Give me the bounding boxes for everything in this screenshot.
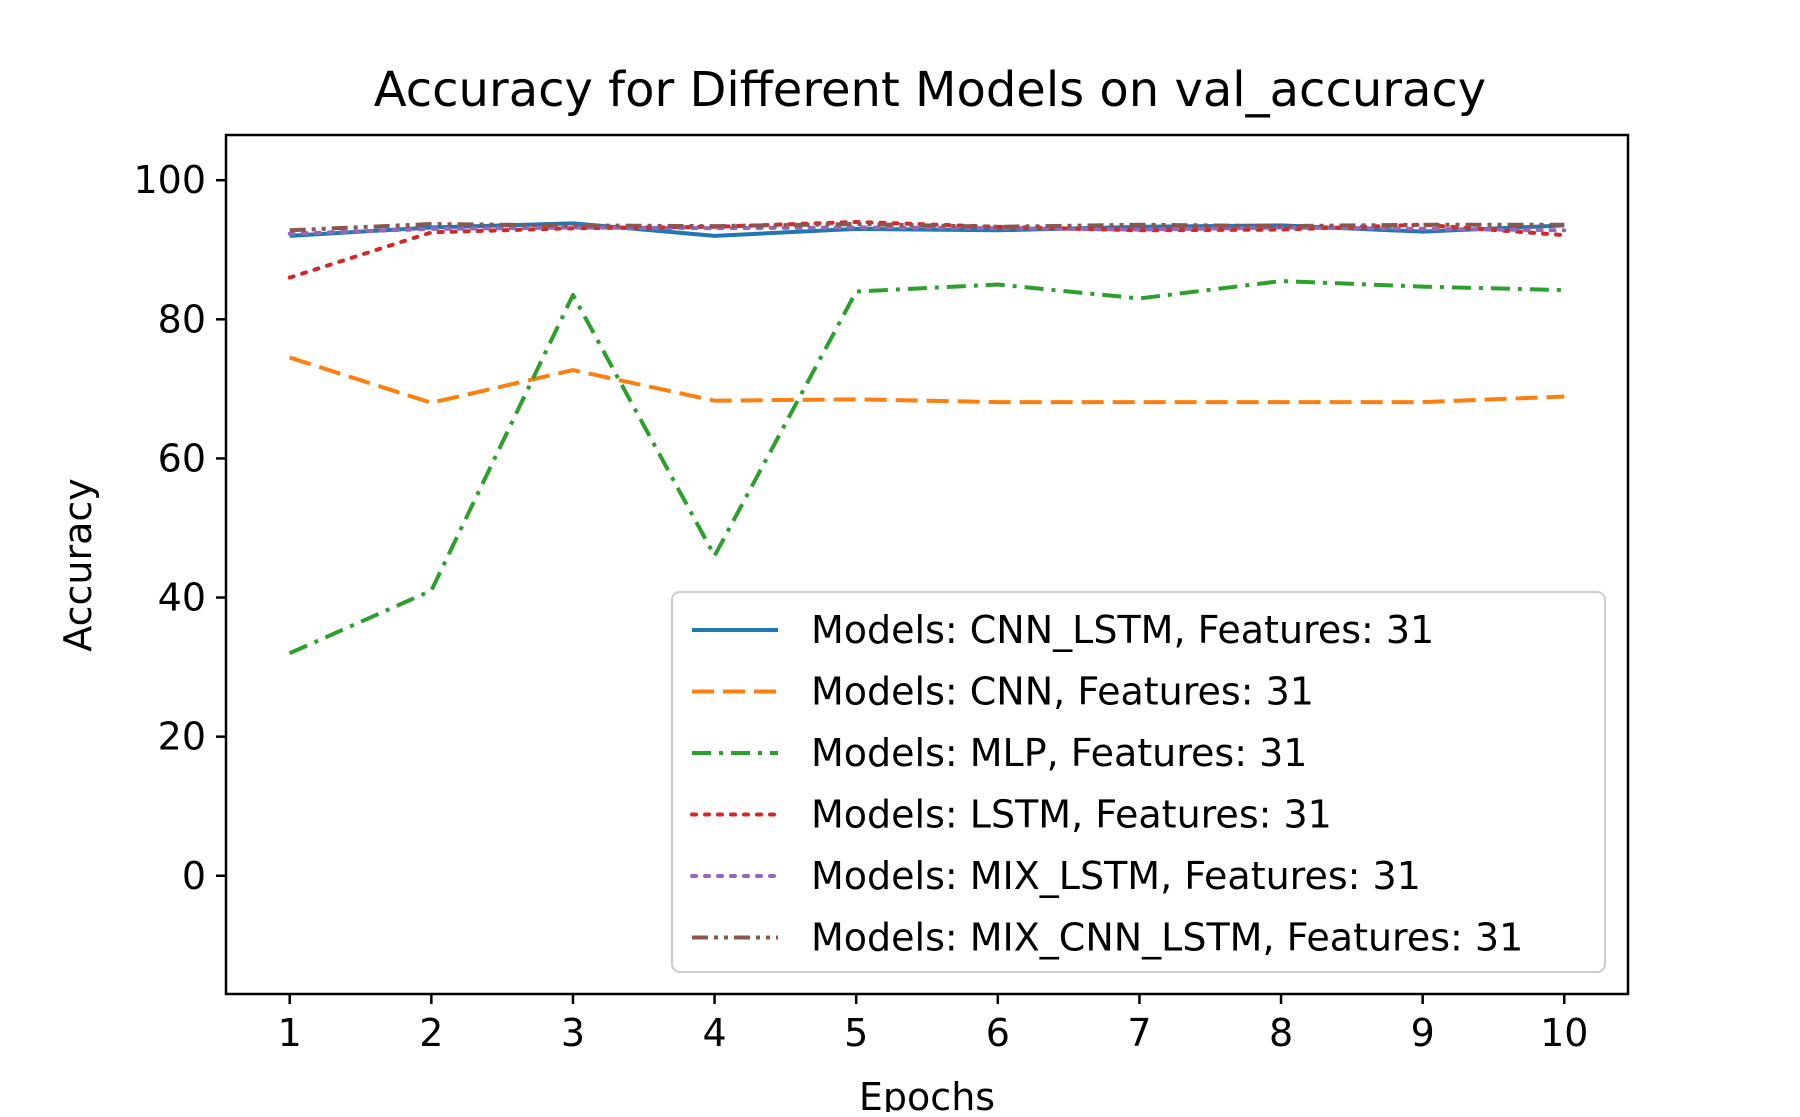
y-tick-label: 80 bbox=[158, 297, 206, 341]
plot-area-frame bbox=[224, 133, 1630, 996]
x-tick-label: 1 bbox=[278, 1011, 302, 1055]
y-tick-label: 0 bbox=[182, 854, 206, 898]
x-tick-label: 9 bbox=[1411, 1011, 1435, 1055]
y-axis-label: Accuracy bbox=[56, 478, 100, 652]
series-line-3 bbox=[288, 279, 1565, 656]
series-lines bbox=[287, 219, 1567, 656]
legend-label: Models: CNN, Features: 31 bbox=[811, 670, 1314, 714]
legend-label: Models: MIX_LSTM, Features: 31 bbox=[811, 854, 1421, 898]
y-axis-ticks: 0 20 40 60 80 100 bbox=[133, 158, 226, 898]
series-line-5 bbox=[287, 225, 1567, 236]
x-tick-label: 5 bbox=[844, 1011, 868, 1055]
x-axis-label: Epochs bbox=[859, 1075, 995, 1112]
legend-label: Models: CNN_LSTM, Features: 31 bbox=[811, 608, 1434, 652]
y-tick-label: 100 bbox=[133, 158, 206, 202]
chart-title: Accuracy for Different Models on val_acc… bbox=[374, 62, 1486, 118]
x-tick-label: 6 bbox=[986, 1011, 1010, 1055]
legend-box bbox=[671, 591, 1606, 973]
y-tick-label: 60 bbox=[158, 436, 206, 480]
legend: Models: CNN_LSTM, Features: 31 Models: CN… bbox=[671, 591, 1606, 973]
legend-label: Models: LSTM, Features: 31 bbox=[811, 793, 1332, 837]
x-tick-label: 8 bbox=[1269, 1011, 1293, 1055]
x-tick-label: 10 bbox=[1540, 1011, 1588, 1055]
y-tick-label: 20 bbox=[158, 715, 206, 759]
y-tick-label: 40 bbox=[158, 576, 206, 620]
x-tick-label: 4 bbox=[702, 1011, 726, 1055]
x-tick-label: 2 bbox=[419, 1011, 443, 1055]
legend-label: Models: MLP, Features: 31 bbox=[811, 731, 1307, 775]
legend-label: Models: MIX_CNN_LSTM, Features: 31 bbox=[811, 916, 1523, 960]
series-line-2 bbox=[289, 355, 1565, 405]
x-tick-label: 7 bbox=[1127, 1011, 1151, 1055]
series-line-6 bbox=[289, 222, 1565, 233]
x-axis-ticks: 1 2 3 4 5 6 7 8 9 10 bbox=[278, 994, 1588, 1055]
x-tick-label: 3 bbox=[561, 1011, 585, 1055]
